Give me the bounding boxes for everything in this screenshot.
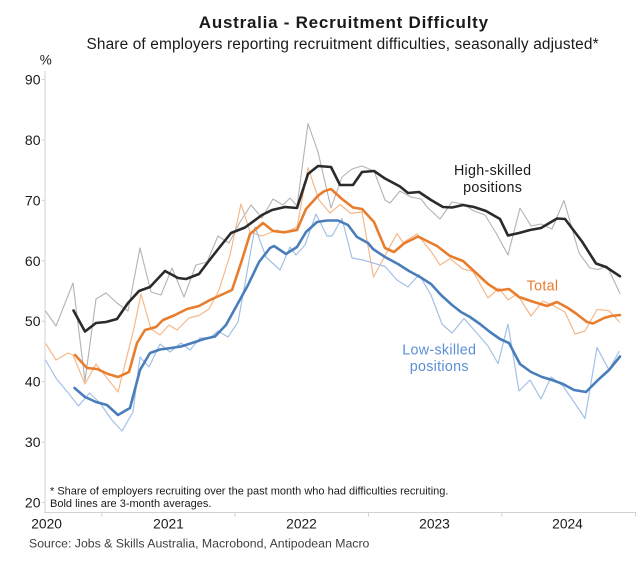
svg-text:2023: 2023 bbox=[419, 517, 450, 532]
svg-text:50: 50 bbox=[25, 313, 41, 329]
svg-text:2020: 2020 bbox=[31, 517, 62, 532]
svg-text:Bold lines are 3-month average: Bold lines are 3-month averages. bbox=[50, 498, 211, 510]
svg-text:2022: 2022 bbox=[286, 517, 317, 532]
svg-text:Source: Jobs & Skills Australi: Source: Jobs & Skills Australia, Macrobo… bbox=[29, 537, 370, 551]
svg-text:90: 90 bbox=[25, 72, 41, 88]
svg-text:Share of employers reporting r: Share of employers reporting recruitment… bbox=[86, 36, 598, 53]
svg-text:%: % bbox=[40, 53, 52, 68]
svg-text:* Share of employers recruitin: * Share of employers recruiting over the… bbox=[50, 485, 448, 497]
svg-text:High-skilled: High-skilled bbox=[454, 163, 532, 179]
svg-text:20: 20 bbox=[25, 495, 41, 511]
svg-text:Total: Total bbox=[527, 279, 559, 295]
svg-text:2021: 2021 bbox=[153, 517, 184, 532]
svg-text:Australia - Recruitment Diffic: Australia - Recruitment Difficulty bbox=[199, 13, 489, 32]
svg-text:70: 70 bbox=[25, 192, 41, 208]
svg-text:30: 30 bbox=[25, 434, 41, 450]
svg-text:80: 80 bbox=[25, 132, 41, 148]
svg-text:Low-skilled: Low-skilled bbox=[402, 343, 476, 359]
svg-text:positions: positions bbox=[410, 359, 469, 375]
svg-text:40: 40 bbox=[25, 374, 41, 390]
svg-text:positions: positions bbox=[463, 180, 522, 196]
svg-text:60: 60 bbox=[25, 253, 41, 269]
svg-text:2024: 2024 bbox=[552, 517, 583, 532]
